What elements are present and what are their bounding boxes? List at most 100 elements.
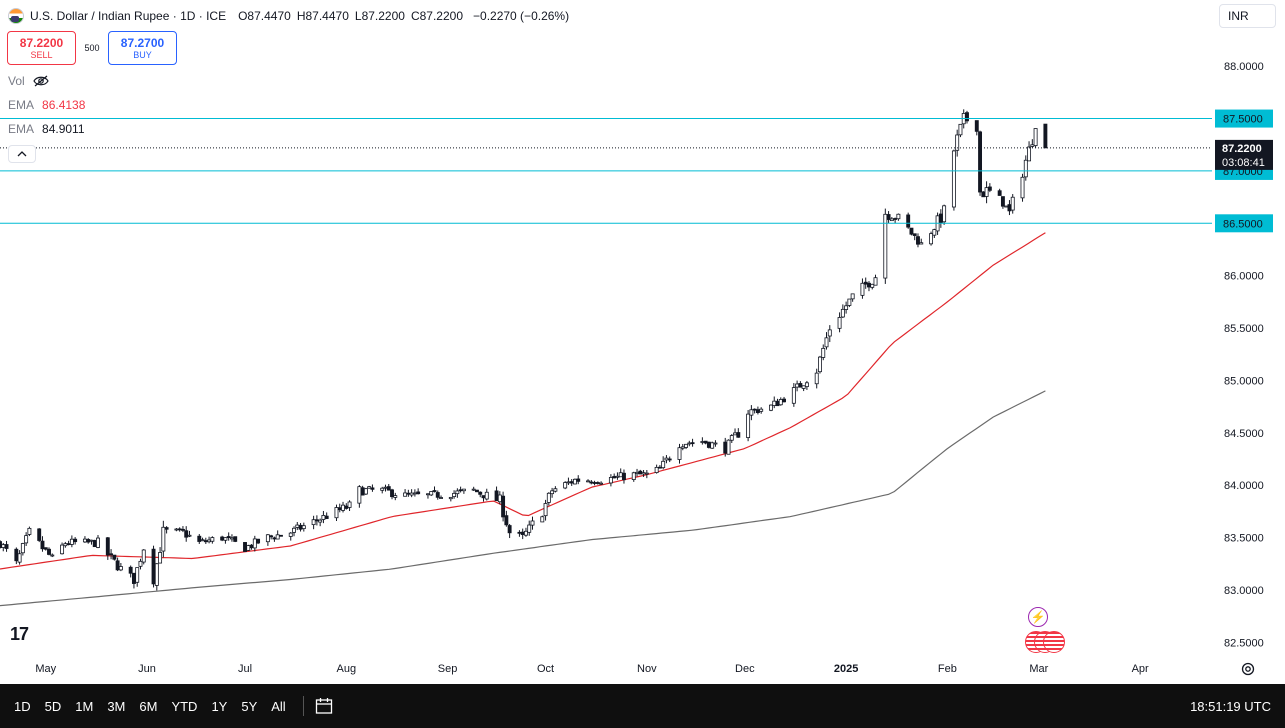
candle-body	[220, 536, 225, 541]
buy-button[interactable]: 87.2700 BUY	[108, 31, 177, 65]
candle-body	[909, 227, 914, 235]
candle-body	[586, 480, 590, 483]
candle-body	[265, 534, 270, 543]
candle-body	[504, 515, 509, 526]
candle-body	[184, 530, 189, 538]
candle-body	[530, 520, 535, 526]
candle-body	[334, 507, 339, 519]
buy-label: BUY	[133, 49, 152, 60]
candle-body	[50, 554, 55, 557]
time-range-buttons: 1D 5D 1M 3M 6M YTD 1Y 5Y All	[7, 691, 293, 721]
candle-body	[769, 404, 773, 411]
candle-body	[873, 277, 878, 286]
candle-body	[275, 534, 280, 540]
range-button-ytd[interactable]: YTD	[171, 698, 198, 714]
y-tick-label: 83.0000	[1224, 585, 1264, 597]
y-tick-label: 84.0000	[1224, 480, 1264, 492]
candle-body	[131, 572, 136, 584]
candle-body	[942, 205, 947, 223]
ohlc-values: O87.4470 H87.4470 L87.2200 C87.2200 −0.2…	[238, 9, 569, 23]
candle-body	[360, 487, 365, 496]
candle-body	[347, 501, 352, 508]
candle-body	[798, 383, 803, 388]
candle-body	[292, 527, 296, 533]
ema-fast-label: EMA	[8, 98, 35, 112]
eye-off-icon[interactable]	[32, 75, 49, 87]
candle-body	[151, 548, 156, 585]
candle-body	[272, 537, 277, 540]
candle-body	[494, 490, 499, 502]
candle-body	[66, 543, 71, 545]
candle-body	[608, 477, 613, 484]
high-value: 87.4470	[305, 9, 349, 23]
candle-body	[412, 492, 417, 495]
range-button-3m[interactable]: 3M	[107, 698, 126, 714]
range-button-all[interactable]: All	[271, 698, 286, 714]
candle-body	[1020, 176, 1025, 199]
candle-body	[713, 442, 718, 445]
candle-body	[370, 487, 375, 490]
chart-area[interactable]: 88.000087.500087.000086.500086.000085.50…	[0, 0, 1285, 684]
ema-fast-indicator[interactable]: EMA 86.4138	[8, 98, 85, 112]
candle-body	[778, 399, 783, 406]
candle-body	[47, 548, 51, 555]
buy-price: 87.2700	[120, 35, 165, 50]
candle-body	[17, 553, 22, 563]
volume-indicator[interactable]: Vol	[8, 74, 49, 88]
lightning-event-icon[interactable]: ⚡	[1028, 607, 1048, 627]
candle-body	[782, 398, 786, 403]
candle-body	[929, 233, 934, 245]
range-button-5d[interactable]: 5D	[44, 698, 62, 714]
x-tick-label: Mar	[1029, 663, 1048, 675]
candle-body	[938, 213, 943, 224]
bottom-toolbar: 1D 5D 1M 3M 6M YTD 1Y 5Y All 18:51:19 UTC	[0, 684, 1285, 728]
sell-button[interactable]: 87.2200 SELL	[7, 31, 76, 65]
us-economic-events-icon[interactable]	[1025, 631, 1067, 653]
range-button-6m[interactable]: 6M	[139, 698, 158, 714]
candle-body	[406, 492, 411, 495]
symbol-title[interactable]: U.S. Dollar / Indian Rupee · 1D · ICE	[30, 9, 227, 23]
candle-body	[635, 471, 639, 474]
candle-body	[481, 495, 486, 499]
price-scale[interactable]	[1212, 0, 1285, 684]
collapse-indicators-button[interactable]	[8, 145, 36, 163]
candle-body	[844, 305, 849, 310]
range-button-5y[interactable]: 5Y	[241, 698, 258, 714]
candle-body	[821, 347, 826, 358]
close-label: C	[410, 9, 420, 23]
currency-selector[interactable]: INR	[1219, 4, 1276, 28]
us-india-flag-icon	[8, 8, 24, 24]
tradingview-logo[interactable]: 17	[10, 624, 29, 644]
ema-fast-line	[0, 232, 1046, 570]
candle-body	[573, 478, 577, 485]
settings-icon[interactable]	[1240, 661, 1256, 677]
candle-body	[1000, 196, 1005, 207]
last-price-label: 87.2200	[1222, 143, 1262, 155]
low-label: L	[354, 9, 362, 23]
candle-body	[795, 383, 800, 388]
x-tick-label: Feb	[938, 663, 957, 675]
range-button-1m[interactable]: 1M	[75, 698, 94, 714]
candle-body	[566, 481, 571, 484]
candle-body	[200, 539, 205, 542]
ema-slow-indicator[interactable]: EMA 84.9011	[8, 122, 85, 136]
range-button-1d[interactable]: 1D	[14, 698, 31, 714]
candle-body	[409, 492, 414, 496]
candle-body	[269, 535, 274, 538]
candle-body	[599, 482, 604, 485]
candle-body	[520, 531, 525, 535]
level-badge	[1215, 109, 1273, 128]
ema-slow-label: EMA	[8, 122, 35, 136]
candle-body	[893, 218, 898, 220]
candle-body	[589, 481, 594, 484]
spread-value: 500	[84, 43, 100, 53]
utc-clock[interactable]: 18:51:19 UTC	[1190, 698, 1271, 714]
price-chart[interactable]: 88.000087.500087.000086.500086.000085.50…	[0, 0, 1285, 684]
candle-body	[386, 486, 391, 491]
range-button-1y[interactable]: 1Y	[211, 698, 228, 714]
candle-body	[932, 229, 937, 236]
candle-body	[288, 532, 293, 537]
candle-body	[847, 298, 852, 306]
calendar-goto-date-icon[interactable]	[314, 696, 334, 716]
candle-body	[24, 535, 29, 544]
